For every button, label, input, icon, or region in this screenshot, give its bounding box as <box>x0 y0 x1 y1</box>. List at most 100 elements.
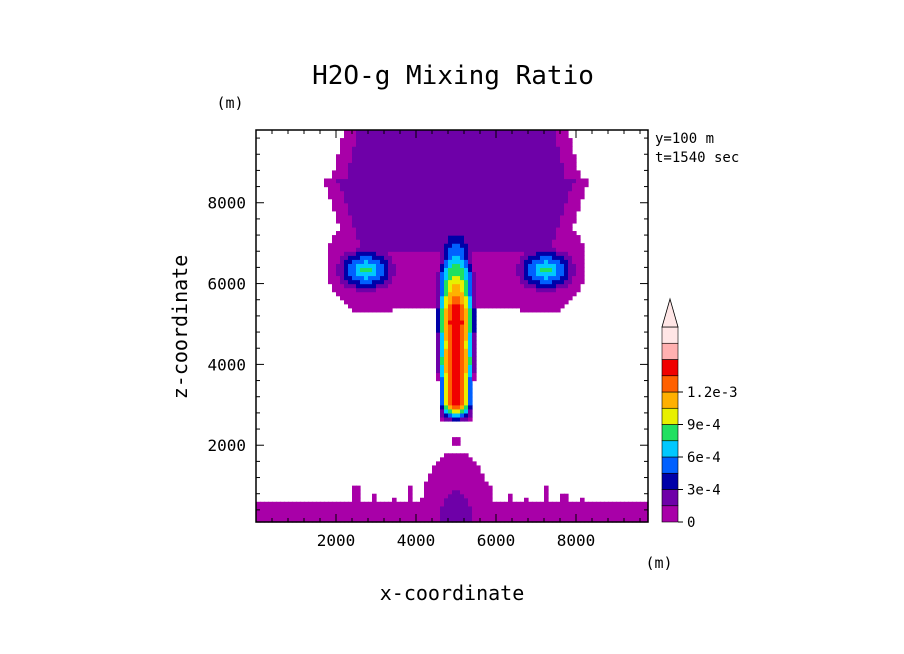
contour-cell <box>536 190 541 196</box>
contour-cell <box>476 190 481 196</box>
contour-cell <box>600 501 605 507</box>
contour-cell <box>572 283 577 289</box>
contour-cell <box>372 279 377 285</box>
contour-cell <box>448 190 453 196</box>
contour-cell <box>620 517 625 523</box>
contour-cell <box>468 154 473 159</box>
contour-cell <box>392 235 397 240</box>
contour-cell <box>516 517 521 523</box>
contour-cell <box>516 206 521 212</box>
contour-cell <box>564 509 569 515</box>
contour-cell <box>488 259 493 264</box>
contour-cell <box>432 469 437 475</box>
contour-cell <box>500 162 505 167</box>
contour-cell <box>368 303 373 309</box>
contour-cell <box>424 206 429 212</box>
contour-cell <box>544 485 549 491</box>
contour-cell <box>520 287 525 293</box>
contour-cell <box>536 517 541 523</box>
contour-cell <box>572 154 577 159</box>
contour-cell <box>440 340 445 345</box>
contour-cell <box>472 186 477 192</box>
contour-cell <box>392 210 397 216</box>
contour-cell <box>440 356 445 361</box>
contour-cell <box>508 271 513 277</box>
contour-cell <box>476 186 481 192</box>
contour-cell <box>524 206 529 212</box>
contour-cell <box>564 493 569 499</box>
contour-cell <box>596 509 601 515</box>
contour-cell <box>364 202 369 208</box>
contour-cell <box>440 142 445 147</box>
contour-cell <box>476 142 481 147</box>
contour-cell <box>448 299 453 305</box>
contour-cell <box>384 186 389 192</box>
contour-cell <box>348 303 353 309</box>
contour-cell <box>448 481 453 487</box>
contour-cell <box>428 267 433 273</box>
contour-cell <box>344 259 349 264</box>
contour-cell <box>488 146 493 151</box>
contour-cell <box>424 154 429 159</box>
contour-cell <box>500 299 505 305</box>
contour-cell <box>432 513 437 519</box>
contour-cell <box>476 513 481 519</box>
contour-cell <box>528 146 533 151</box>
contour-cell <box>440 517 445 523</box>
contour-cell <box>416 214 421 220</box>
contour-cell <box>432 275 437 281</box>
contour-cell <box>560 210 565 216</box>
contour-cell <box>404 194 409 200</box>
contour-cell <box>484 150 489 155</box>
contour-cell <box>532 307 537 313</box>
contour-cell <box>372 174 377 180</box>
contour-cell <box>400 218 405 224</box>
contour-cell <box>520 154 525 159</box>
contour-cell <box>452 360 457 365</box>
contour-cell <box>560 251 565 256</box>
contour-cell <box>472 376 477 382</box>
contour-cell <box>404 303 409 309</box>
contour-cell <box>436 138 441 143</box>
contour-cell <box>516 505 521 511</box>
contour-cell <box>456 441 461 446</box>
contour-cell <box>512 505 517 511</box>
contour-cell <box>500 178 505 184</box>
contour-cell <box>448 259 453 264</box>
contour-cell <box>264 509 269 515</box>
contour-cell <box>548 138 553 143</box>
contour-cell <box>624 509 629 515</box>
contour-cell <box>640 501 645 507</box>
contour-cell <box>452 190 457 196</box>
contour-cell <box>396 202 401 208</box>
contour-cell <box>532 231 537 236</box>
contour-cell <box>580 190 585 196</box>
contour-cell <box>636 509 641 515</box>
contour-cell <box>500 267 505 273</box>
contour-cell <box>304 509 309 515</box>
contour-cell <box>408 247 413 252</box>
contour-cell <box>388 218 393 224</box>
contour-cell <box>436 235 441 240</box>
contour-cell <box>472 210 477 216</box>
contour-cell <box>404 190 409 196</box>
contour-cell <box>456 186 461 192</box>
contour-cell <box>540 271 545 277</box>
contour-cell <box>468 218 473 224</box>
contour-cell <box>548 222 553 228</box>
contour-cell <box>456 348 461 353</box>
contour-cell <box>428 303 433 309</box>
contour-cell <box>404 146 409 151</box>
contour-cell <box>576 505 581 511</box>
contour-cell <box>456 513 461 519</box>
contour-cell <box>484 226 489 232</box>
contour-cell <box>436 473 441 479</box>
contour-cell <box>548 158 553 163</box>
contour-cell <box>436 513 441 519</box>
contour-cell <box>476 287 481 293</box>
contour-cell <box>464 271 469 277</box>
contour-cell <box>488 178 493 184</box>
contour-cell <box>260 509 265 515</box>
contour-cell <box>536 271 541 277</box>
contour-cell <box>444 299 449 305</box>
